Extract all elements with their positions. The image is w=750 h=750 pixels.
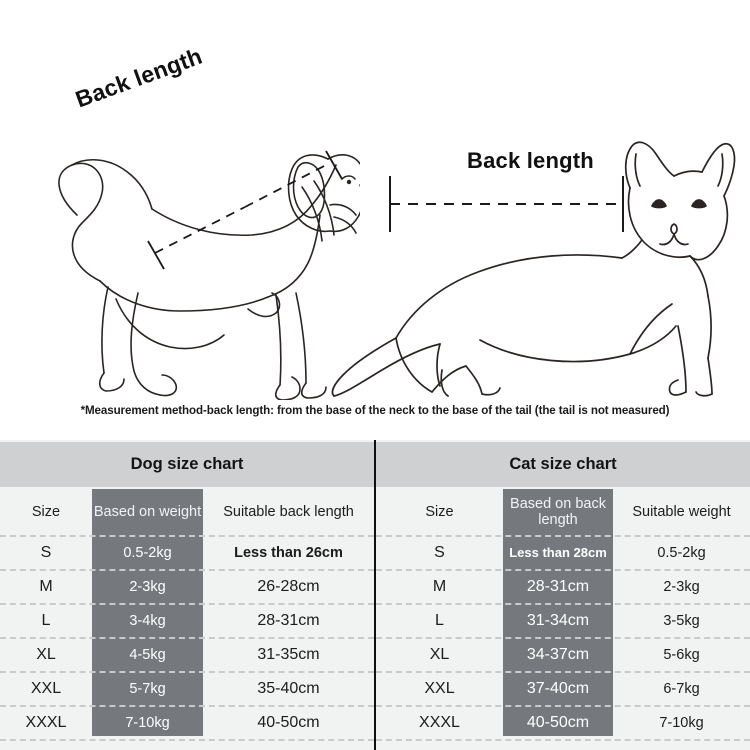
cat-cell-back-length: 28-31cm xyxy=(526,577,590,595)
dog-measure-dashed-line xyxy=(154,206,246,254)
table-row: XXXL 7-10kg 40-50cm xyxy=(0,706,374,739)
cat-cell-size: L xyxy=(435,611,444,629)
cat-header-weight-label: Suitable weight xyxy=(632,503,731,520)
cat-cell-back-length: 34-37cm xyxy=(526,645,590,663)
dog-chart-grid: Size Based on weight Suitable back lengt… xyxy=(0,487,374,750)
dog-header-back-length: Suitable back length xyxy=(203,489,374,535)
cat-outline-icon xyxy=(331,141,736,397)
dog-sep-6 xyxy=(0,739,374,741)
table-row: XXL 37-40cm 6-7kg xyxy=(376,672,750,705)
illustration-area: Back length xyxy=(58,42,736,400)
cat-cell-weight: 0.5-2kg xyxy=(657,544,706,561)
table-row: XXL 5-7kg 35-40cm xyxy=(0,672,374,705)
measurement-footnote: *Measurement method-back length: from th… xyxy=(80,404,670,417)
dog-cell-back-length: 35-40cm xyxy=(257,679,320,697)
dog-cell-back-length: 31-35cm xyxy=(257,645,320,663)
dog-sep-2 xyxy=(0,603,374,605)
table-row: L 3-4kg 28-31cm xyxy=(0,604,374,637)
dog-highlight-column xyxy=(92,489,203,736)
cat-chart-grid: Size Based on back length Suitable weigh… xyxy=(376,487,750,750)
dog-header-row: Size Based on weight Suitable back lengt… xyxy=(0,489,374,535)
table-row: M 2-3kg 26-28cm xyxy=(0,570,374,603)
cat-sep-2 xyxy=(376,603,750,605)
table-row: L 31-34cm 3-5kg xyxy=(376,604,750,637)
cat-header-size: Size xyxy=(376,489,503,535)
dog-header-size: Size xyxy=(0,489,92,535)
table-row: M 28-31cm 2-3kg xyxy=(376,570,750,603)
dog-measure-tick-start xyxy=(147,240,165,270)
cat-cell-weight: 5-6kg xyxy=(663,646,700,663)
cat-sep-6 xyxy=(376,739,750,741)
charts-center-divider xyxy=(374,440,376,750)
cat-cell-weight: 7-10kg xyxy=(659,714,704,731)
cat-sep-0 xyxy=(376,535,750,537)
cat-header-row: Size Based on back length Suitable weigh… xyxy=(376,489,750,535)
dog-cell-size: S xyxy=(40,543,52,561)
cat-back-length-label: Back length xyxy=(467,148,594,173)
cat-cell-back-length: Less than 28cm xyxy=(509,545,607,560)
dog-header-size-label: Size xyxy=(31,503,61,520)
dog-cell-weight: 0.5-2kg xyxy=(123,544,172,561)
dog-cell-weight: 2-3kg xyxy=(129,578,166,595)
dog-cell-size: XXXL xyxy=(25,713,67,731)
dog-cell-size: M xyxy=(39,577,53,595)
cat-sep-3 xyxy=(376,637,750,639)
cat-header-back-length: Based on back length xyxy=(503,489,613,535)
dog-size-chart: Dog size chart Size Based on weight Suit… xyxy=(0,440,374,750)
cat-chart-title: Cat size chart xyxy=(509,455,617,473)
dog-header-weight-label: Based on weight xyxy=(93,503,202,520)
table-row: S 0.5-2kg Less than 26cm xyxy=(0,536,374,569)
cat-sep-1 xyxy=(376,569,750,571)
dog-cell-back-length: 26-28cm xyxy=(257,577,320,595)
dog-cell-weight: 5-7kg xyxy=(129,680,166,697)
cat-cell-weight: 6-7kg xyxy=(663,680,700,697)
cat-cell-size: S xyxy=(434,543,445,561)
cat-size-chart: Cat size chart Size Based on back length… xyxy=(376,440,750,750)
dog-chart-title-band: Dog size chart xyxy=(0,442,374,487)
dog-outline-icon xyxy=(58,150,360,400)
dog-cell-size: L xyxy=(41,611,51,629)
cat-header-size-label: Size xyxy=(425,503,454,520)
dog-cell-back-length: 40-50cm xyxy=(257,713,320,731)
cat-cell-back-length: 37-40cm xyxy=(526,679,590,697)
cat-sep-5 xyxy=(376,705,750,707)
dog-cell-back-length: 28-31cm xyxy=(257,611,320,629)
cat-cell-weight: 2-3kg xyxy=(663,578,700,595)
dog-cell-back-length: Less than 26cm xyxy=(234,544,343,561)
cat-cell-size: M xyxy=(432,577,447,595)
cat-cell-back-length: 40-50cm xyxy=(526,713,590,731)
dog-sep-4 xyxy=(0,671,374,673)
table-row: S Less than 28cm 0.5-2kg xyxy=(376,536,750,569)
cat-cell-back-length: 31-34cm xyxy=(526,611,590,629)
dog-header-back-length-label: Suitable back length xyxy=(223,503,354,520)
dog-sep-3 xyxy=(0,637,374,639)
cat-highlight-column xyxy=(503,489,613,736)
dog-header-weight: Based on weight xyxy=(92,489,203,535)
dog-cell-size: XXL xyxy=(30,679,62,697)
cat-cell-size: XXL xyxy=(424,679,455,697)
size-charts-container: Dog size chart Size Based on weight Suit… xyxy=(0,440,750,750)
cat-chart-title-band: Cat size chart xyxy=(376,442,750,487)
table-row: XL 4-5kg 31-35cm xyxy=(0,638,374,671)
dog-cell-weight: 7-10kg xyxy=(125,714,170,731)
dog-cell-weight: 4-5kg xyxy=(129,646,166,663)
dog-sep-5 xyxy=(0,705,374,707)
dog-sep-1 xyxy=(0,569,374,571)
table-row: XXXL 40-50cm 7-10kg xyxy=(376,706,750,739)
dog-measure-tick-end xyxy=(325,150,343,180)
cat-cell-weight: 3-5kg xyxy=(663,612,700,629)
dog-cell-size: XL xyxy=(36,645,56,663)
dog-chart-title: Dog size chart xyxy=(130,455,244,473)
dog-sep-0 xyxy=(0,535,374,537)
cat-cell-size: XXXL xyxy=(419,713,460,731)
dog-cell-weight: 3-4kg xyxy=(129,612,166,629)
cat-header-weight: Suitable weight xyxy=(613,489,750,535)
cat-sep-4 xyxy=(376,671,750,673)
cat-cell-size: XL xyxy=(429,645,450,663)
table-row: XL 34-37cm 5-6kg xyxy=(376,638,750,671)
cat-header-back-length-label: Based on back length xyxy=(510,495,606,528)
